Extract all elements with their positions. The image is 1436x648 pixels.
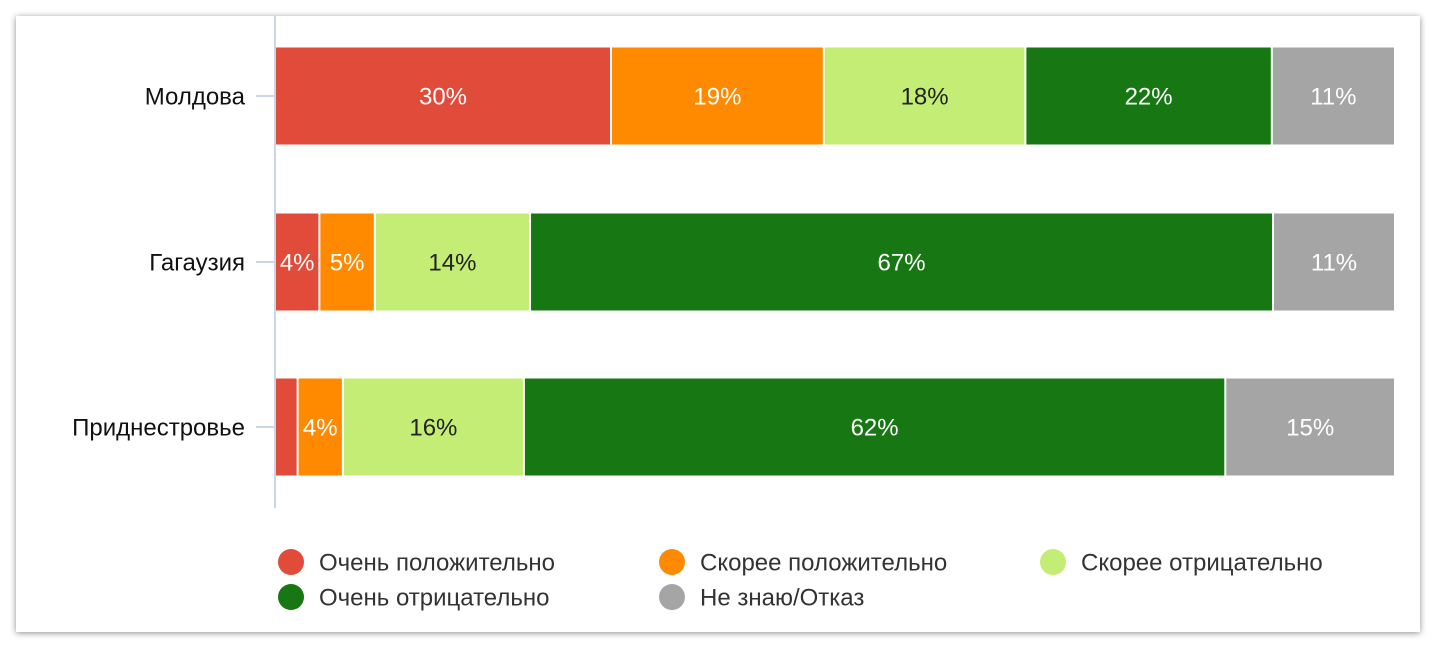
value-label: 67% (878, 249, 926, 276)
bar-segment (531, 213, 1273, 311)
category-label: Приднестровье (72, 414, 245, 441)
bar-segment (1272, 47, 1394, 145)
legend-marker (278, 584, 304, 610)
legend-marker (278, 549, 304, 575)
value-label: 30% (419, 83, 467, 110)
value-label: 11% (1310, 83, 1356, 110)
legend-marker (1040, 549, 1066, 575)
legend-label: Очень положительно (319, 549, 555, 576)
value-label: 18% (901, 83, 949, 110)
bar-segment (276, 378, 297, 476)
legend-label: Не знаю/Отказ (700, 584, 864, 611)
legend-label: Скорее положительно (700, 549, 947, 576)
bar-segment (524, 378, 1225, 476)
value-label: 22% (1125, 83, 1173, 110)
value-label: 14% (428, 249, 476, 276)
value-label: 16% (409, 414, 457, 441)
value-label: 5% (330, 249, 365, 276)
bar-segment (1274, 213, 1394, 311)
category-label: Молдова (145, 83, 246, 110)
legend-label: Очень отрицательно (319, 584, 549, 611)
value-label: 4% (303, 414, 338, 441)
value-label: 11% (1311, 249, 1357, 276)
bar-segment (320, 213, 374, 311)
bar-segment (276, 213, 319, 311)
legend-label: Скорее отрицательно (1081, 549, 1323, 576)
bar-segment (1026, 47, 1271, 145)
value-label: 62% (851, 414, 899, 441)
bar-segment (276, 47, 610, 145)
category-label: Гагаузия (149, 249, 245, 276)
bar-segment (298, 378, 342, 476)
value-label: 19% (693, 83, 741, 110)
bar-segment (343, 378, 523, 476)
value-label: 15% (1286, 414, 1334, 441)
bar-segment (612, 47, 823, 145)
value-label: 4% (280, 249, 315, 276)
bar-segment (375, 213, 530, 311)
legend-marker (659, 549, 685, 575)
bar-segment (1226, 378, 1394, 476)
bar-segment (824, 47, 1025, 145)
legend-marker (659, 584, 685, 610)
